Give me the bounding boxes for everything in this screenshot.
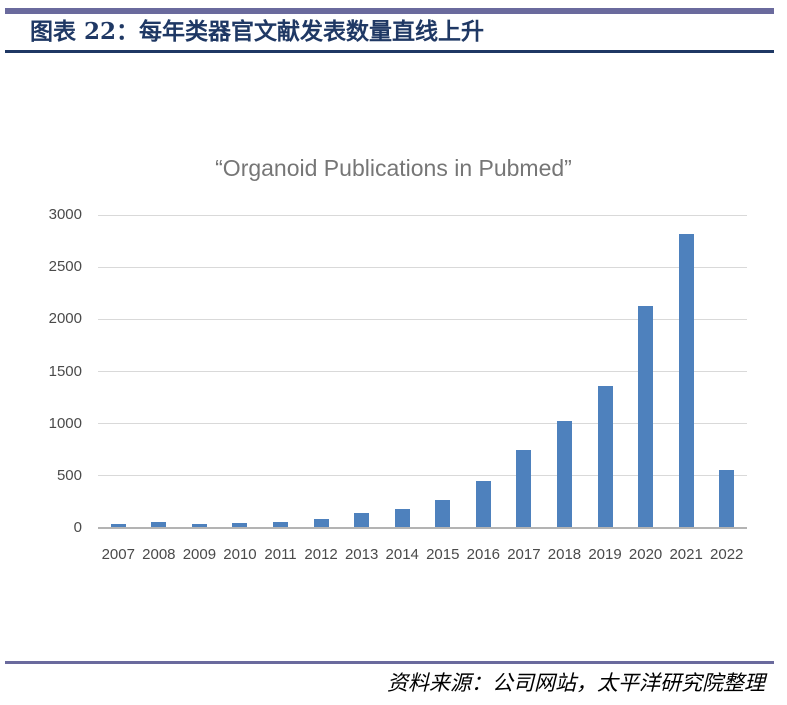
y-tick-label: 2500 — [48, 258, 82, 276]
x-tick-label: 2010 — [223, 546, 257, 563]
bar-2012 — [313, 519, 329, 528]
y-tick-label: 1000 — [48, 414, 82, 432]
y-tick-label: 1500 — [48, 362, 82, 380]
bar-2016 — [475, 480, 491, 528]
y-tick-label: 2000 — [48, 310, 82, 328]
x-tick-label: 2021 — [669, 546, 703, 563]
footer-divider — [5, 661, 774, 664]
x-tick-label: 2007 — [101, 546, 135, 563]
bar-2020 — [638, 305, 654, 528]
gridline-500 — [98, 475, 747, 477]
gridline-1500 — [98, 371, 747, 372]
bar-2013 — [354, 512, 370, 528]
figure-caption: 图表 22：每年类器官文献发表数量直线上升 — [30, 18, 485, 45]
x-tick-label: 2014 — [385, 546, 419, 563]
bar-2007 — [110, 523, 126, 528]
x-tick-label: 2009 — [182, 546, 217, 563]
bar-2015 — [435, 499, 451, 528]
bar-2011 — [273, 521, 289, 528]
bar-2017 — [516, 450, 532, 528]
gridline-1000 — [98, 423, 747, 425]
y-tick-label: 500 — [56, 466, 82, 484]
x-tick-label: 2011 — [264, 546, 297, 563]
bar-2022 — [719, 469, 735, 528]
x-tick-label: 2020 — [628, 546, 663, 563]
x-tick-label: 2016 — [466, 546, 501, 563]
x-tick-label: 2015 — [426, 546, 460, 563]
x-tick-label: 2022 — [710, 546, 744, 563]
bar-2018 — [556, 420, 572, 528]
bar-2019 — [597, 386, 613, 528]
y-tick-label: 0 — [73, 519, 82, 536]
x-tick-label: 2018 — [547, 546, 582, 563]
top-divider-bar — [5, 8, 774, 14]
bar-2014 — [394, 508, 410, 528]
x-tick-label: 2013 — [344, 546, 379, 563]
x-tick-label: 2019 — [588, 546, 622, 563]
chart-title: “Organoid Publications in Pubmed” — [215, 155, 572, 181]
bar-2009 — [191, 524, 207, 528]
gridline-3000 — [98, 214, 747, 216]
source-note: 资料来源：公司网站，太平洋研究院整理 — [387, 671, 765, 695]
gridline-2000 — [98, 318, 747, 320]
bar-2010 — [232, 522, 248, 528]
caption-underline — [5, 50, 774, 53]
x-tick-label: 2012 — [304, 546, 338, 563]
bar-2008 — [151, 522, 167, 528]
x-axis-line — [98, 527, 747, 529]
gridline-2500 — [98, 266, 747, 268]
bar-2021 — [678, 233, 694, 528]
x-tick-label: 2008 — [142, 546, 176, 563]
x-tick-label: 2017 — [507, 546, 541, 563]
y-tick-label: 3000 — [48, 206, 82, 223]
